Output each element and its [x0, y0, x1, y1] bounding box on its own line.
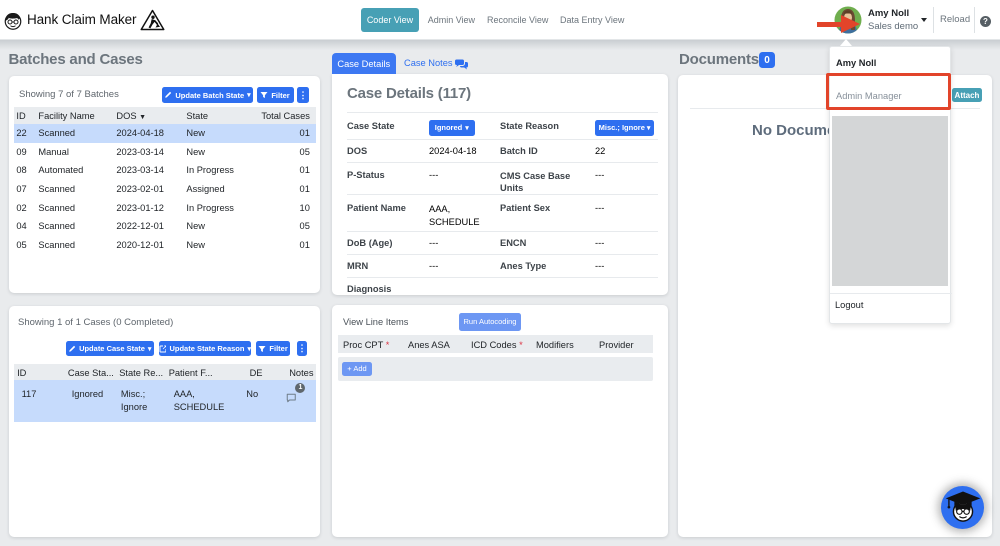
svg-text:?: ?: [983, 17, 988, 26]
